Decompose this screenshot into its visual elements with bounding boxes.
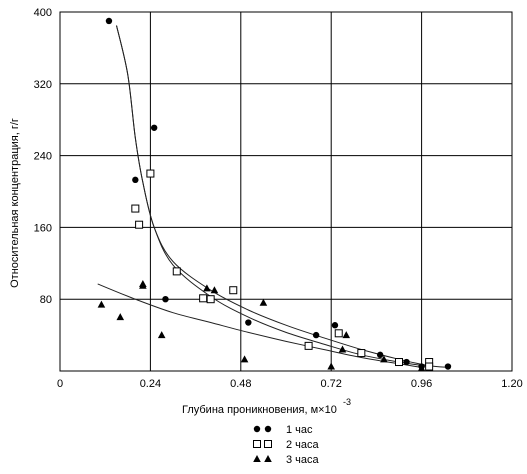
x-tick-label: 0.48 (230, 378, 251, 390)
legend-marker-square (264, 440, 272, 448)
data-point-circle (376, 351, 384, 359)
data-point-square (334, 329, 343, 338)
data-point-square (135, 220, 144, 229)
data-point-triangle (139, 279, 147, 287)
data-point-triangle (327, 362, 335, 370)
x-axis-title: Глубина проникновения, м×10 (182, 404, 337, 416)
data-point-circle (312, 331, 320, 339)
data-point-triangle (210, 286, 219, 294)
legend-marker-circle (253, 425, 261, 433)
data-point-square (395, 358, 403, 367)
data-point-triangle (116, 313, 125, 321)
data-point-triangle (380, 355, 388, 363)
y-tick-label: 160 (34, 222, 52, 234)
x-tick-label: 0.72 (320, 378, 341, 390)
data-point-square (146, 169, 155, 178)
data-point-triangle (342, 331, 351, 339)
data-point-triangle (417, 364, 426, 372)
x-tick-label: 1.20 (501, 378, 522, 390)
data-point-circle (403, 358, 410, 366)
legend-marker-square (253, 440, 261, 448)
data-point-circle (132, 176, 139, 184)
y-tick-label: 320 (34, 79, 52, 91)
x-tick-label: 0 (57, 378, 63, 390)
y-tick-label: 400 (34, 7, 52, 19)
x-tick-label: 0.24 (140, 378, 161, 390)
data-point-triangle (240, 355, 249, 363)
data-point-square (304, 341, 313, 350)
x-tick-label: 0.96 (411, 378, 432, 390)
data-point-circle (162, 296, 169, 303)
data-point-circle (105, 17, 113, 25)
data-point-square (172, 267, 181, 276)
legend-marker-triangle (253, 455, 261, 462)
y-tick-label: 80 (40, 294, 52, 306)
data-point-triangle (157, 331, 166, 339)
data-point-circle (331, 322, 339, 329)
data-point-square (199, 294, 208, 303)
data-point-triangle (97, 300, 106, 308)
data-point-square (425, 362, 434, 371)
tick-labels: 0 0.24 0.48 0.72 0.96 1.20 80 160 240 320 400 (34, 7, 523, 390)
legend-label: 3 часа (286, 454, 320, 466)
legend-marker-circle (264, 425, 272, 433)
data-point-square (206, 295, 215, 304)
legend-label: 2 часа (286, 439, 320, 451)
data-point-circle (245, 319, 252, 326)
data-point-triangle (338, 345, 347, 353)
plot-frame (59, 11, 513, 372)
legend: 1 час 2 часа 3 часа (253, 424, 320, 466)
data-point-square (131, 204, 140, 213)
data-point-square (229, 286, 238, 295)
y-axis-title: Относительная концентрация, г/г (9, 118, 21, 288)
data-point-triangle (259, 298, 268, 306)
x-axis-title-exponent: -3 (343, 397, 351, 407)
data-point-square (357, 349, 366, 358)
data-point-triangle (203, 284, 211, 292)
y-tick-label: 240 (34, 151, 52, 163)
data-points (97, 17, 452, 372)
legend-label: 1 час (286, 424, 313, 436)
data-point-circle (444, 363, 452, 370)
legend-marker-triangle (264, 455, 272, 462)
data-point-circle (150, 124, 158, 131)
